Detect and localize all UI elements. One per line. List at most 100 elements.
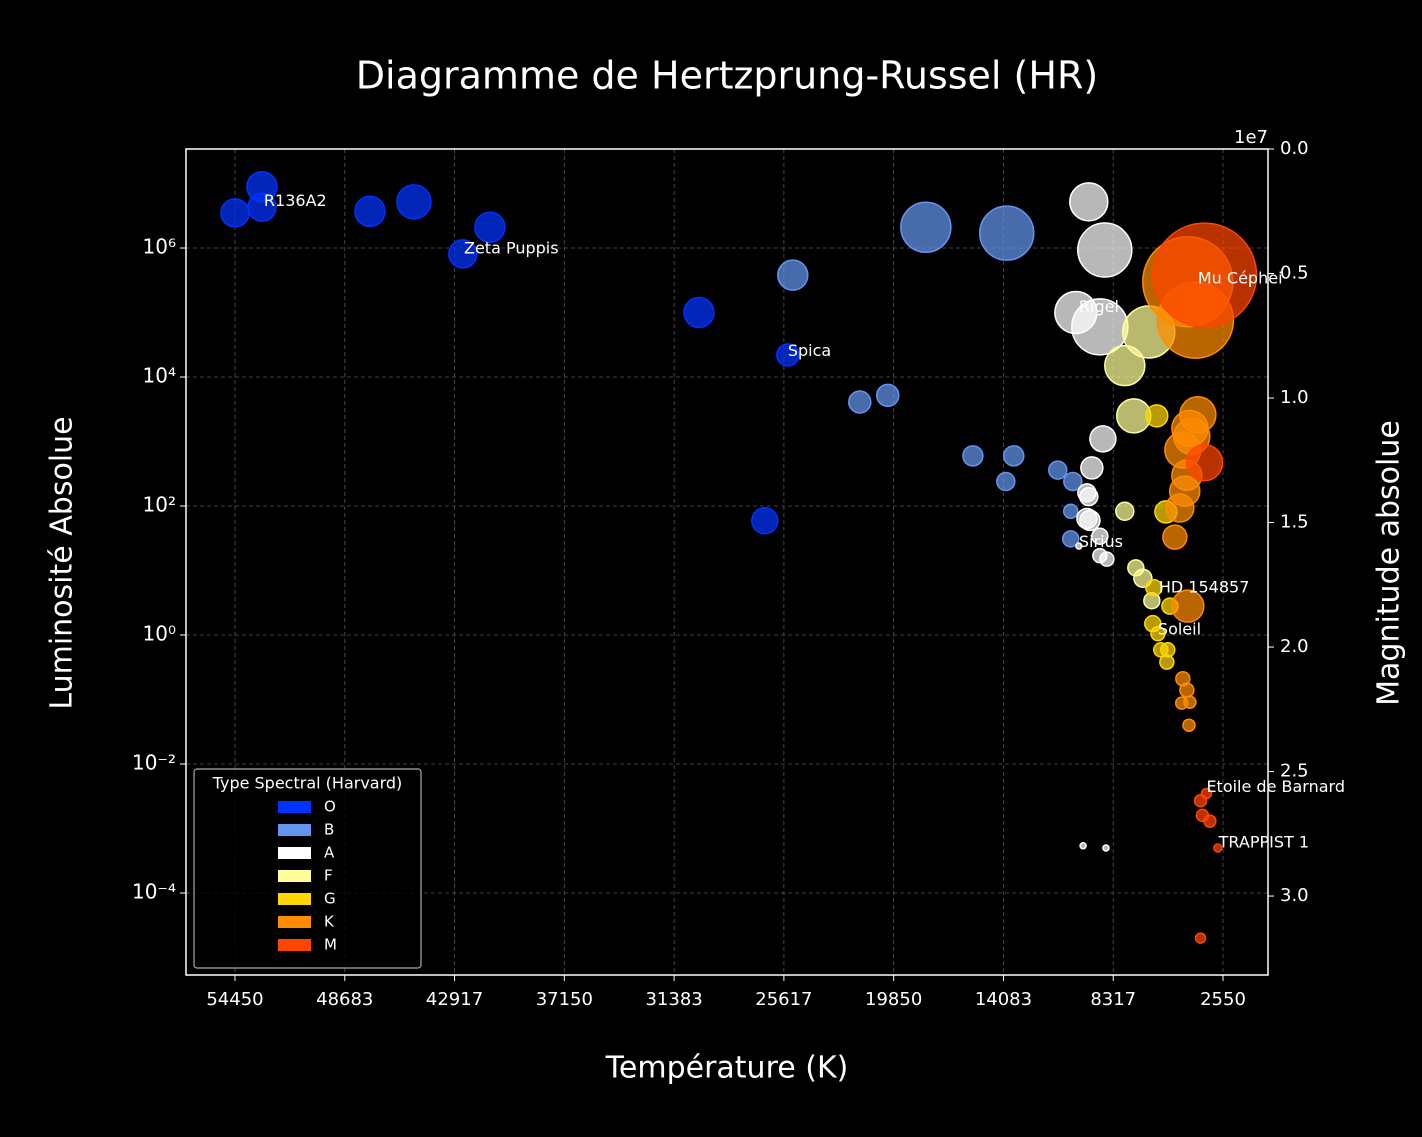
star-point: [1193, 793, 1208, 808]
star-point: [1179, 682, 1195, 698]
star-point: [1099, 551, 1115, 567]
star-point: [979, 205, 1035, 261]
star-point: [1145, 404, 1169, 428]
x-tick-label: 8317: [1090, 989, 1136, 1010]
star-point: [1077, 222, 1133, 278]
star-point: [1003, 445, 1025, 467]
legend-swatch: [278, 939, 311, 951]
y-tick-label: 10²: [143, 493, 176, 517]
x-tick-label: 37150: [536, 989, 593, 1010]
star-point: [1079, 486, 1099, 507]
x-tick-label: 42917: [426, 989, 483, 1010]
y2-tick-label: 0.5: [1280, 263, 1309, 284]
star-annotation: Rigel: [1079, 297, 1119, 316]
star-point: [448, 239, 478, 269]
legend-box: [193, 768, 422, 969]
star-point: [1079, 509, 1101, 532]
star-point: [354, 195, 386, 228]
chart-title: Diagramme de Hertzprung-Russel (HR): [356, 54, 1098, 98]
star-point: [1174, 696, 1189, 710]
star-point: [1162, 524, 1188, 550]
y-tick-label: 10⁻²: [132, 751, 176, 775]
y-tick-label: 10⁴: [143, 364, 176, 388]
plot-frame: [185, 148, 1269, 976]
y2-tick-label: 2.5: [1280, 761, 1309, 782]
y2-tick-label: 3.0: [1280, 885, 1309, 906]
star-annotation: Mu Céphei: [1198, 269, 1283, 288]
x-axis-label: Température (K): [605, 1051, 849, 1086]
legend-label: K: [324, 913, 335, 931]
star-point: [777, 259, 809, 291]
star-point: [1069, 182, 1109, 222]
legend-swatch: [278, 916, 311, 928]
star-point: [1150, 625, 1166, 642]
y2-tick-label: 2.0: [1280, 636, 1309, 657]
x-tick-label: 54450: [206, 989, 263, 1010]
y2-axis-label: Magnitude absolue: [1372, 420, 1407, 706]
star-point: [1091, 527, 1109, 545]
y2-tick-label: 1.0: [1280, 387, 1309, 408]
x-tick-label: 48683: [316, 989, 373, 1010]
star-point: [1185, 443, 1224, 482]
star-point: [1089, 425, 1117, 453]
star-point: [247, 192, 277, 222]
y-axis-label: Luminosité Absolue: [45, 416, 80, 709]
legend-label: B: [324, 821, 334, 839]
star-point: [1061, 530, 1080, 548]
x-tick-label: 2550: [1200, 989, 1246, 1010]
star-point: [220, 198, 250, 228]
star-point: [962, 445, 984, 467]
legend-swatch: [278, 893, 311, 905]
star-point: [1159, 654, 1175, 670]
star-point: [1063, 471, 1083, 492]
star-point: [1062, 503, 1079, 519]
y2-tick-label: 0.0: [1280, 138, 1309, 159]
star-annotation: Zeta Puppis: [464, 239, 559, 258]
star-annotation: Sirius: [1079, 532, 1123, 551]
star-point: [1194, 932, 1207, 944]
legend-swatch: [278, 847, 311, 859]
star-point: [1145, 579, 1163, 597]
legend-label: M: [324, 936, 337, 954]
star-point: [1079, 842, 1087, 850]
star-point: [900, 201, 952, 253]
star-point: [396, 184, 432, 220]
annotations: R136A2 Zeta Puppis Spica Rigel Mu Céphei Siri…: [264, 191, 1345, 852]
star-point: [1104, 344, 1146, 387]
star-point: [1115, 501, 1135, 521]
y-tick-label: 10⁻⁴: [132, 880, 176, 904]
legend-label: A: [324, 844, 335, 862]
x-tick-label: 14083: [975, 989, 1032, 1010]
star-annotation: Etoile de Barnard: [1206, 777, 1345, 796]
star-point: [683, 296, 715, 329]
star-annotation: HD 154857: [1159, 577, 1250, 596]
y-tick-label: 10⁰: [143, 622, 176, 646]
points: [220, 171, 1258, 944]
star-point: [474, 211, 506, 243]
star-point: [1075, 542, 1083, 550]
star-point: [1151, 222, 1258, 328]
legend-label: F: [324, 867, 333, 885]
star-point: [1102, 844, 1110, 852]
star-point: [996, 471, 1016, 492]
star-annotation: Soleil: [1158, 619, 1201, 638]
legend-title: Type Spectral (Harvard): [212, 774, 403, 793]
star-annotation: Spica: [788, 341, 831, 360]
star-annotation: TRAPPIST 1: [1218, 832, 1309, 851]
y2-tick-label: 1.5: [1280, 512, 1309, 533]
star-point: [848, 390, 872, 414]
legend-label: O: [324, 798, 336, 816]
legend-swatch: [278, 801, 311, 813]
star-point: [1203, 814, 1217, 828]
axes: 54450 48683 42917 37150 31383 25617 19850 14083…: [132, 138, 1309, 1010]
legend-swatch: [278, 870, 311, 882]
star-point: [776, 343, 800, 367]
star-annotation: R136A2: [264, 191, 327, 210]
x-tick-label: 31383: [645, 989, 702, 1010]
x-tick-label: 25617: [755, 989, 812, 1010]
star-point: [1048, 460, 1068, 480]
star-point: [751, 507, 779, 535]
star-point: [1213, 843, 1223, 853]
